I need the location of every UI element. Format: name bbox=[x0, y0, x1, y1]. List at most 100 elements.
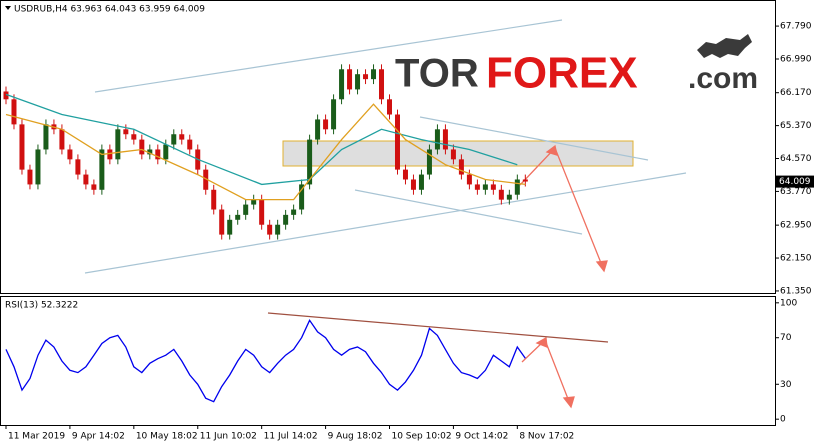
y-tick-label: 62.950 bbox=[780, 221, 812, 231]
candle-body bbox=[339, 69, 345, 100]
candle-body bbox=[259, 199, 265, 225]
candle-body bbox=[179, 134, 185, 140]
candle-body bbox=[43, 124, 49, 150]
candle-body bbox=[490, 184, 496, 190]
arrow-head bbox=[535, 336, 548, 349]
symbol-header: USDRUB,H4 63.963 64.043 63.959 64.009 bbox=[14, 5, 205, 15]
x-tick-label: 11 Jul 14:02 bbox=[264, 432, 318, 442]
x-tick-label: 11 Mar 2019 bbox=[8, 432, 65, 442]
candle-body bbox=[418, 174, 424, 190]
candle-body bbox=[251, 199, 257, 205]
candle-body bbox=[506, 194, 512, 200]
series-line bbox=[5, 103, 526, 201]
candle-body bbox=[123, 129, 129, 135]
candle-body bbox=[394, 114, 400, 170]
candle-body bbox=[291, 209, 297, 215]
y-tick-label: 62.150 bbox=[780, 254, 812, 264]
candle-body bbox=[355, 74, 361, 90]
y-tick-label: 61.350 bbox=[780, 286, 812, 296]
y-tick-label: 67.790 bbox=[780, 22, 812, 32]
candle-body bbox=[442, 129, 448, 150]
symbol-icon bbox=[5, 6, 11, 10]
candle-body bbox=[227, 219, 233, 235]
arrow-head bbox=[562, 396, 575, 409]
candle-body bbox=[67, 149, 73, 160]
y-tick-label: 63.770 bbox=[780, 187, 812, 197]
candle-body bbox=[235, 214, 241, 220]
candle-body bbox=[27, 169, 33, 185]
candle-body bbox=[91, 184, 97, 190]
candle-body bbox=[283, 214, 289, 225]
candle-body bbox=[139, 139, 145, 155]
candle-body bbox=[163, 144, 169, 160]
candle-body bbox=[402, 169, 408, 180]
candle-body bbox=[187, 139, 193, 150]
candle-body bbox=[466, 174, 472, 185]
candle-body bbox=[299, 184, 305, 210]
candle-body bbox=[315, 119, 321, 140]
candle-body bbox=[450, 149, 456, 160]
logo-part: FOREX bbox=[486, 49, 638, 98]
candle-body bbox=[347, 69, 353, 90]
candle-body bbox=[267, 224, 273, 235]
candle-body bbox=[386, 99, 392, 115]
y-tick-label: 30 bbox=[780, 380, 792, 390]
channel-line bbox=[354, 189, 583, 235]
x-tick-label: 11 Jun 10:02 bbox=[200, 432, 257, 442]
candle-body bbox=[482, 184, 488, 190]
candle-body bbox=[99, 149, 105, 190]
candle-body bbox=[219, 209, 225, 235]
forecast-arrows bbox=[519, 144, 608, 409]
x-tick-label: 10 Sep 10:02 bbox=[391, 432, 451, 442]
y-tick-label: 100 bbox=[780, 298, 797, 308]
resistance-zone bbox=[282, 140, 634, 167]
candle-body bbox=[514, 179, 520, 195]
channel-lines bbox=[84, 19, 687, 274]
logo-part: TOR bbox=[395, 52, 479, 96]
series-line bbox=[5, 318, 526, 403]
candle-body bbox=[59, 129, 65, 150]
rsi-trendline bbox=[267, 312, 609, 343]
candle-body bbox=[426, 149, 432, 175]
candle-body bbox=[379, 69, 385, 100]
candle-body bbox=[171, 134, 177, 145]
candle-body bbox=[331, 99, 337, 130]
candle-body bbox=[147, 149, 153, 155]
last-price-box bbox=[776, 175, 814, 188]
candle-body bbox=[307, 139, 313, 185]
logo-bull bbox=[697, 34, 752, 58]
channel-line bbox=[94, 19, 563, 93]
last-price-label: 64.009 bbox=[779, 177, 811, 187]
candle-body bbox=[474, 184, 480, 190]
x-tick-label: 9 Aug 18:02 bbox=[328, 432, 383, 442]
candle-body bbox=[243, 204, 249, 215]
candle-body bbox=[11, 99, 17, 125]
candle-body bbox=[35, 149, 41, 185]
candle-body bbox=[75, 159, 81, 175]
panel-title: RSI(13) 52.3222 bbox=[5, 301, 78, 311]
candle-body bbox=[19, 124, 25, 170]
y-tick-label: 64.570 bbox=[780, 154, 812, 164]
x-tick-label: 10 May 18:02 bbox=[136, 432, 198, 442]
x-tick-label: 8 Nov 17:02 bbox=[519, 432, 574, 442]
y-tick-label: 65.370 bbox=[780, 121, 812, 131]
candle-body bbox=[363, 74, 369, 80]
candle-body bbox=[203, 169, 209, 190]
candle-body bbox=[323, 119, 329, 130]
y-tick-label: 0 bbox=[780, 415, 786, 425]
y-tick-label: 66.990 bbox=[780, 54, 812, 64]
candle-body bbox=[3, 91, 9, 100]
arrow-head bbox=[595, 260, 608, 273]
arrow-head bbox=[545, 144, 558, 156]
candle-body bbox=[410, 179, 416, 190]
candle-body bbox=[155, 149, 161, 160]
candle-body bbox=[115, 129, 121, 160]
candle-body bbox=[498, 189, 504, 200]
rsi-panel-frame bbox=[0, 296, 776, 426]
price-panel-frame bbox=[0, 0, 776, 294]
candle-body bbox=[211, 189, 217, 210]
x-tick-label: 9 Apr 14:02 bbox=[72, 432, 125, 442]
y-tick-label: 66.170 bbox=[780, 88, 812, 98]
